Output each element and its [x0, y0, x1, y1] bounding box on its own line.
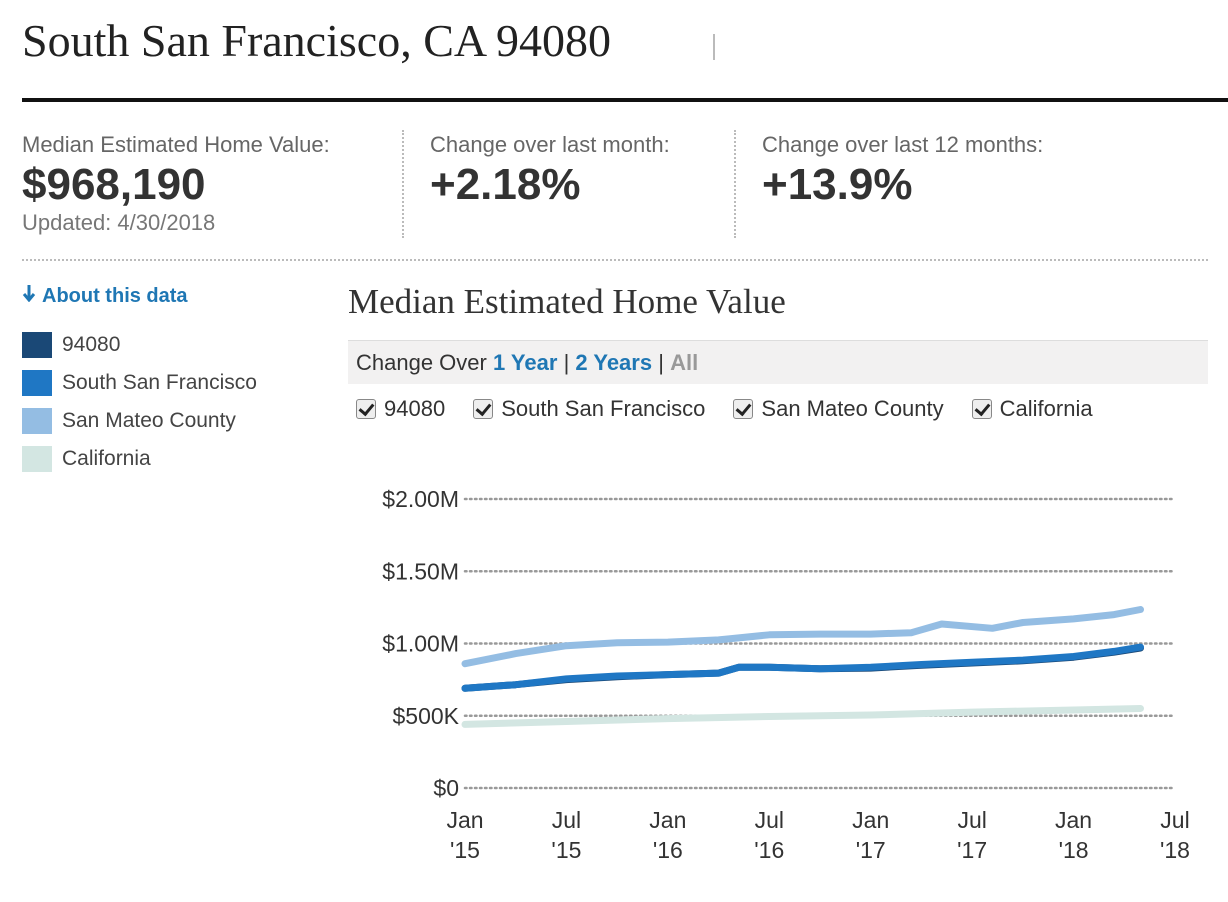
option-all[interactable]: All: [670, 350, 699, 375]
x-tick-label: '18: [1160, 837, 1190, 863]
stat-label: Change over last 12 months:: [762, 132, 1044, 157]
page-title: South San Francisco, CA 94080: [22, 15, 612, 66]
x-tick-label: '17: [856, 837, 886, 863]
toggle-label: South San Francisco: [501, 396, 706, 421]
y-tick-label: $500K: [392, 703, 459, 729]
x-tick-label: '15: [450, 837, 480, 863]
legend-item-california: California: [22, 440, 257, 478]
toggle-south-san-francisco[interactable]: South San Francisco: [473, 396, 705, 422]
change-over-bar: Change Over 1 Year | 2 Years | All: [348, 340, 1208, 384]
x-tick-label: Jul: [1160, 807, 1189, 833]
legend-item-94080: 94080: [22, 326, 257, 364]
arrow-down-icon: [22, 284, 36, 308]
x-tick-label: Jan: [446, 807, 483, 833]
legend-label: California: [62, 447, 151, 470]
toggle-label: 94080: [384, 396, 446, 421]
y-tick-label: $1.00M: [382, 631, 459, 657]
stat-label: Change over last month:: [430, 132, 670, 157]
x-tick-label: Jul: [552, 807, 581, 833]
legend-item-south-san-francisco: South San Francisco: [22, 364, 257, 402]
stat-change-month: Change over last month: +2.18%: [430, 132, 670, 210]
stat-value: +2.18%: [430, 160, 581, 209]
x-tick-label: Jan: [649, 807, 686, 833]
stat-median-value: Median Estimated Home Value: $968,190 Up…: [22, 132, 330, 236]
option-separator: |: [563, 350, 570, 375]
y-tick-label: $2.00M: [382, 486, 459, 512]
section-divider: [22, 259, 1208, 261]
legend-item-san-mateo-county: San Mateo County: [22, 402, 257, 440]
toggle-label: San Mateo County: [761, 396, 944, 421]
toggle-california[interactable]: California: [971, 396, 1093, 422]
series-line-california: [461, 705, 1144, 728]
toggle-94080[interactable]: 94080: [356, 396, 445, 422]
x-tick-label: Jan: [852, 807, 889, 833]
x-tick-label: Jan: [1055, 807, 1092, 833]
legend-label: San Mateo County: [62, 409, 236, 432]
stat-value: $968,190: [22, 160, 206, 209]
title-separator: [713, 34, 715, 60]
checkbox-checked-icon[interactable]: [473, 399, 494, 419]
change-over-label: Change Over: [356, 350, 487, 375]
x-tick-label: '16: [653, 837, 683, 863]
stat-divider: [402, 130, 404, 238]
toggle-label: California: [999, 396, 1093, 421]
stat-value: +13.9%: [762, 160, 913, 209]
checkbox-checked-icon[interactable]: [733, 399, 754, 419]
option-2-years[interactable]: 2 Years: [575, 350, 653, 375]
about-data-link[interactable]: About this data: [22, 284, 188, 308]
x-tick-label: Jul: [957, 807, 986, 833]
stat-label: Median Estimated Home Value:: [22, 132, 330, 157]
y-tick-label: $1.50M: [382, 558, 459, 584]
series-toggles: 94080 South San Francisco San Mateo Coun…: [356, 396, 1121, 422]
chart-title: Median Estimated Home Value: [348, 282, 786, 321]
x-tick-label: '15: [551, 837, 581, 863]
checkbox-checked-icon[interactable]: [971, 399, 992, 419]
about-data-label: About this data: [42, 285, 188, 307]
option-1-year[interactable]: 1 Year: [492, 350, 558, 375]
legend-swatch: [22, 370, 52, 396]
legend-swatch: [22, 446, 52, 472]
series-line-south-san-francisco: [461, 643, 1144, 692]
series-line-san-mateo-county: [461, 606, 1144, 668]
checkbox-checked-icon[interactable]: [356, 399, 376, 419]
legend-swatch: [22, 332, 52, 358]
stat-divider: [734, 130, 736, 238]
line-chart: $2.00M $1.50M $1.00M $500K $0 Jan '15 Jul '15 Jan…: [382, 486, 1190, 863]
header-rule: [22, 98, 1228, 102]
x-tick-label: '17: [957, 837, 987, 863]
option-separator: |: [658, 350, 664, 375]
updated-date: Updated: 4/30/2018: [22, 210, 216, 235]
legend-label: 94080: [62, 333, 121, 356]
x-tick-label: Jul: [755, 807, 784, 833]
legend: 94080 South San Francisco San Mateo Coun…: [22, 326, 257, 478]
toggle-san-mateo-county[interactable]: San Mateo County: [733, 396, 944, 422]
legend-label: South San Francisco: [62, 371, 257, 394]
x-tick-label: '18: [1059, 837, 1089, 863]
x-tick-label: '16: [754, 837, 784, 863]
stat-change-year: Change over last 12 months: +13.9%: [762, 132, 1043, 210]
y-tick-label: $0: [433, 775, 459, 801]
legend-swatch: [22, 408, 52, 434]
